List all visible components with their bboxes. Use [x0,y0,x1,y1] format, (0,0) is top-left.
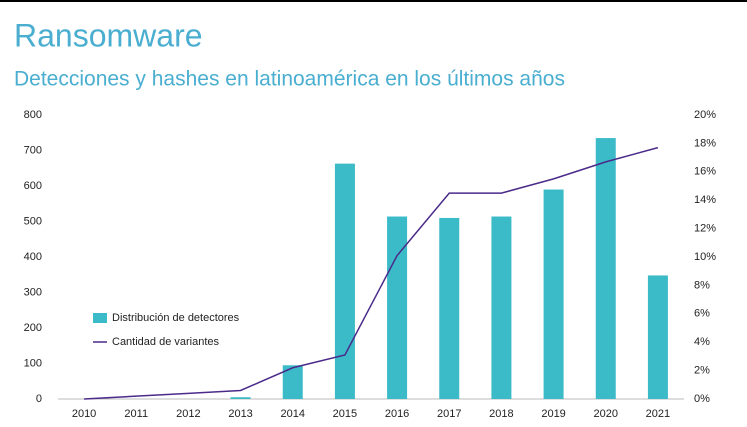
legend-swatch [93,313,107,323]
y-tick-label: 500 [24,215,42,227]
y2-tick-label: 18% [694,137,716,149]
y-tick-label: 400 [24,251,42,263]
bar [282,365,303,399]
x-tick-label: 2013 [228,408,252,420]
chart-title: Ransomware [14,17,203,53]
x-tick-label: 2014 [281,408,305,420]
y-tick-label: 300 [24,286,42,298]
bar [230,397,251,399]
y2-tick-label: 14% [694,194,716,206]
y-tick-label: 200 [24,322,42,334]
bar [334,163,355,399]
legend-label: Distribución de detectores [112,312,240,324]
y-tick-label: 800 [24,109,42,121]
y-tick-label: 100 [24,357,42,369]
y2-tick-label: 4% [694,336,710,348]
x-tick-label: 2012 [176,408,200,420]
bar [387,216,408,399]
y2-tick-label: 8% [694,279,710,291]
bar [647,275,668,399]
x-tick-label: 2017 [437,408,461,420]
y2-tick-label: 2% [694,365,710,377]
x-tick-label: 2010 [72,408,96,420]
bar [543,189,564,399]
line [84,146,659,400]
x-tick-label: 2020 [594,408,618,420]
bar [491,216,512,399]
y2-tick-label: 6% [694,308,710,320]
chart-subtitle: Detecciones y hashes en latinoamérica en… [14,68,565,91]
y2-tick-label: 10% [694,251,716,263]
bar [439,217,460,399]
x-tick-label: 2021 [646,408,670,420]
x-tick-label: 2018 [489,408,513,420]
y2-tick-label: 16% [694,166,716,178]
y2-tick-label: 0% [694,393,710,405]
x-tick-label: 2019 [541,408,565,420]
y-tick-label: 600 [24,180,42,192]
legend-label: Cantidad de variantes [112,336,220,348]
x-tick-label: 2015 [333,408,357,420]
bar [595,138,616,399]
y-tick-label: 0 [36,393,42,405]
y2-tick-label: 12% [694,223,716,235]
x-tick-label: 2016 [385,408,409,420]
x-tick-label: 2011 [124,408,148,420]
y-tick-label: 700 [24,144,42,156]
y2-tick-label: 20% [694,109,716,121]
